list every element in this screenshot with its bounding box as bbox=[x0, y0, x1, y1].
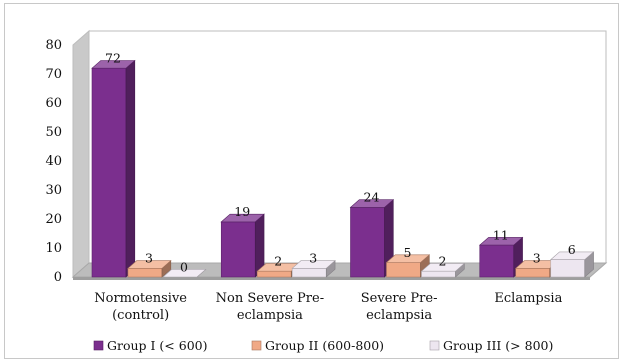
bar bbox=[91, 67, 127, 278]
data-label: 3 bbox=[309, 251, 317, 266]
y-tick-label: 60 bbox=[45, 96, 62, 111]
data-label: 3 bbox=[533, 251, 541, 266]
bar-top bbox=[162, 268, 207, 278]
bar bbox=[479, 244, 515, 278]
bar bbox=[421, 270, 456, 278]
data-label: 5 bbox=[404, 245, 412, 260]
bar bbox=[220, 221, 256, 278]
data-label: 19 bbox=[234, 204, 250, 219]
y-tick-label: 20 bbox=[45, 212, 62, 227]
floor-edge bbox=[73, 277, 590, 280]
bar-top bbox=[220, 213, 265, 223]
bar-top bbox=[91, 60, 136, 69]
bar bbox=[515, 267, 551, 278]
y-tick-label: 80 bbox=[45, 38, 62, 53]
data-label: 2 bbox=[274, 254, 282, 269]
category-label: eclampsia bbox=[366, 308, 432, 323]
data-label: 11 bbox=[493, 227, 509, 242]
y-tick-label: 0 bbox=[54, 270, 62, 285]
y-tick-label: 10 bbox=[45, 241, 62, 256]
data-label: 24 bbox=[364, 190, 380, 205]
bar bbox=[350, 207, 385, 278]
data-label: 2 bbox=[439, 254, 447, 269]
bar-top bbox=[420, 263, 466, 272]
data-label: 6 bbox=[568, 242, 576, 257]
category-label: Eclampsia bbox=[494, 291, 562, 306]
bar bbox=[550, 259, 586, 278]
bar bbox=[127, 267, 163, 278]
category-label: Non Severe Pre- bbox=[216, 291, 324, 306]
legend-label: Group III (> 800) bbox=[443, 338, 553, 353]
legend-swatch bbox=[251, 340, 262, 351]
y-tick-label: 70 bbox=[45, 67, 62, 82]
bar-top bbox=[549, 251, 595, 260]
bar-top bbox=[127, 260, 172, 269]
bar-top bbox=[291, 260, 336, 269]
bar-top bbox=[478, 237, 524, 246]
back-wall bbox=[88, 30, 607, 264]
bar-top bbox=[385, 254, 431, 263]
bar bbox=[291, 267, 327, 278]
y-tick-label: 40 bbox=[45, 154, 62, 169]
category-label: Normotensive bbox=[94, 291, 187, 306]
data-label: 72 bbox=[105, 51, 121, 66]
data-label: 0 bbox=[180, 259, 188, 274]
bar bbox=[386, 262, 421, 278]
category-label: Severe Pre- bbox=[361, 291, 438, 306]
legend-swatch bbox=[93, 340, 104, 351]
category-label: (control) bbox=[112, 308, 169, 323]
category-label: eclampsia bbox=[237, 308, 303, 323]
y-tick-label: 30 bbox=[45, 183, 62, 198]
legend-label: Group II (600-800) bbox=[265, 338, 384, 353]
side-wall bbox=[72, 29, 90, 279]
legend-swatch bbox=[429, 340, 440, 351]
legend-label: Group I (< 600) bbox=[107, 338, 207, 353]
y-tick-label: 50 bbox=[45, 125, 62, 140]
bar-side bbox=[125, 59, 136, 278]
bar-top bbox=[349, 199, 395, 208]
data-label: 3 bbox=[145, 251, 153, 266]
bar bbox=[256, 270, 292, 278]
